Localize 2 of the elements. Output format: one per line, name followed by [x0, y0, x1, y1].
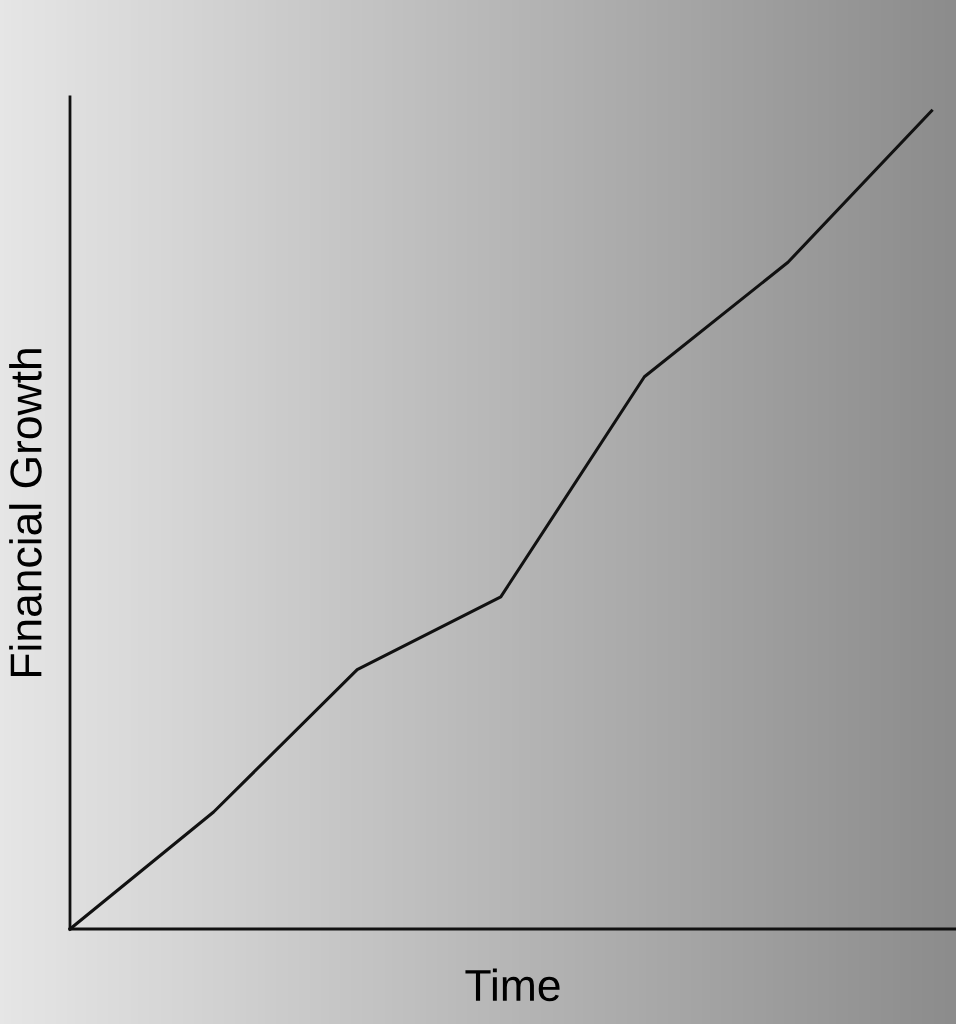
y-axis-title: Financial Growth [9, 349, 42, 677]
x-axis-title: Time [465, 968, 560, 1002]
